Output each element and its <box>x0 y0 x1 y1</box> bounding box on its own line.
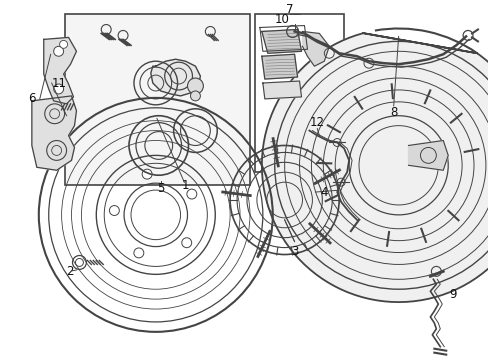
Text: 9: 9 <box>449 288 457 301</box>
Text: 5: 5 <box>157 181 165 195</box>
Circle shape <box>187 189 197 199</box>
Polygon shape <box>262 54 297 79</box>
Circle shape <box>109 206 120 216</box>
Text: 6: 6 <box>28 93 36 105</box>
Circle shape <box>134 248 144 258</box>
Polygon shape <box>262 30 301 53</box>
Circle shape <box>54 46 64 56</box>
Text: 1: 1 <box>182 179 189 192</box>
Polygon shape <box>32 96 76 170</box>
Circle shape <box>188 78 203 94</box>
Circle shape <box>142 169 152 179</box>
Text: 11: 11 <box>52 77 67 90</box>
Polygon shape <box>409 140 448 170</box>
Circle shape <box>54 84 64 94</box>
Circle shape <box>182 238 192 248</box>
Circle shape <box>60 40 68 48</box>
Polygon shape <box>44 37 76 104</box>
Text: 10: 10 <box>274 13 289 26</box>
Bar <box>255 14 344 172</box>
Text: 8: 8 <box>390 106 397 119</box>
Text: 7: 7 <box>286 3 294 16</box>
Polygon shape <box>262 33 490 302</box>
Polygon shape <box>263 81 301 99</box>
Circle shape <box>191 91 200 101</box>
Text: 12: 12 <box>310 116 325 129</box>
Polygon shape <box>302 31 329 66</box>
Bar <box>65 14 250 185</box>
Polygon shape <box>151 59 200 96</box>
Text: 4: 4 <box>320 185 328 199</box>
Text: 3: 3 <box>291 245 298 258</box>
Text: 2: 2 <box>66 265 74 278</box>
